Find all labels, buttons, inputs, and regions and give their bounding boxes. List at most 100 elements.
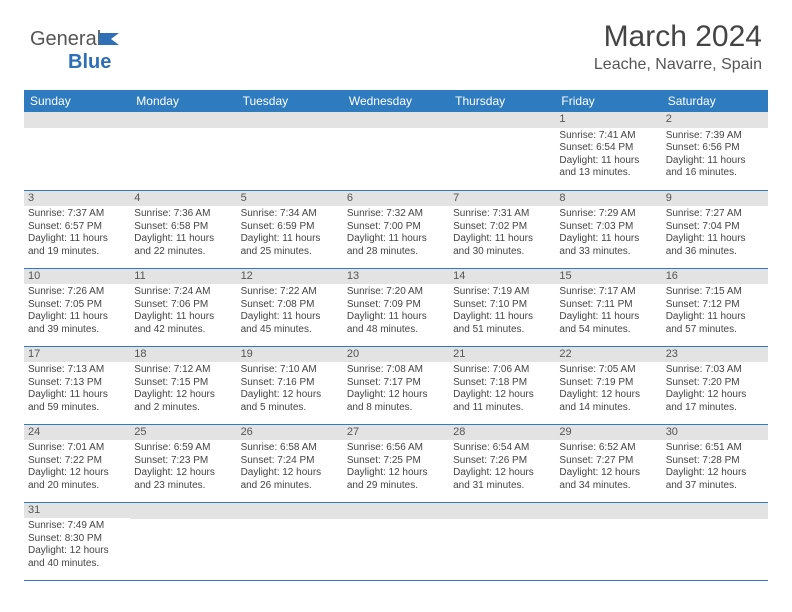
day-sunset: Sunset: 7:23 PM bbox=[134, 455, 232, 468]
day-sunrise: Sunrise: 7:13 AM bbox=[28, 364, 126, 377]
day-sunset: Sunset: 7:13 PM bbox=[28, 377, 126, 390]
calendar-day-cell: 25Sunrise: 6:59 AMSunset: 7:23 PMDayligh… bbox=[130, 424, 236, 502]
day-number: 22 bbox=[555, 347, 661, 363]
weekday-thursday: Thursday bbox=[449, 90, 555, 112]
calendar-day-cell: 29Sunrise: 6:52 AMSunset: 7:27 PMDayligh… bbox=[555, 424, 661, 502]
day-sunset: Sunset: 8:30 PM bbox=[28, 533, 126, 546]
calendar-day-cell bbox=[130, 502, 236, 580]
calendar-day-cell: 2Sunrise: 7:39 AMSunset: 6:56 PMDaylight… bbox=[662, 112, 768, 190]
calendar-week-row: 17Sunrise: 7:13 AMSunset: 7:13 PMDayligh… bbox=[24, 346, 768, 424]
day-sunset: Sunset: 7:08 PM bbox=[241, 299, 339, 312]
day-sunrise: Sunrise: 7:05 AM bbox=[559, 364, 657, 377]
day-number: 10 bbox=[24, 269, 130, 285]
day-number: 30 bbox=[662, 425, 768, 441]
calendar-day-cell bbox=[555, 502, 661, 580]
day-daylight: Daylight: 12 hours and 20 minutes. bbox=[28, 467, 126, 492]
calendar-day-cell bbox=[343, 112, 449, 190]
day-number: 12 bbox=[237, 269, 343, 285]
calendar-day-cell: 16Sunrise: 7:15 AMSunset: 7:12 PMDayligh… bbox=[662, 268, 768, 346]
day-sunrise: Sunrise: 7:06 AM bbox=[453, 364, 551, 377]
day-sunrise: Sunrise: 7:10 AM bbox=[241, 364, 339, 377]
logo-text-general: General bbox=[30, 28, 101, 50]
day-number: 11 bbox=[130, 269, 236, 285]
calendar-day-cell bbox=[237, 112, 343, 190]
day-sunset: Sunset: 7:20 PM bbox=[666, 377, 764, 390]
calendar-day-cell bbox=[449, 502, 555, 580]
day-body: Sunrise: 7:37 AMSunset: 6:57 PMDaylight:… bbox=[24, 206, 130, 261]
calendar-day-cell: 6Sunrise: 7:32 AMSunset: 7:00 PMDaylight… bbox=[343, 190, 449, 268]
day-daylight: Daylight: 11 hours and 45 minutes. bbox=[241, 311, 339, 336]
day-sunrise: Sunrise: 7:03 AM bbox=[666, 364, 764, 377]
calendar-day-cell: 5Sunrise: 7:34 AMSunset: 6:59 PMDaylight… bbox=[237, 190, 343, 268]
calendar-week-row: 24Sunrise: 7:01 AMSunset: 7:22 PMDayligh… bbox=[24, 424, 768, 502]
day-body: Sunrise: 7:13 AMSunset: 7:13 PMDaylight:… bbox=[24, 362, 130, 417]
day-number-empty bbox=[662, 503, 768, 519]
day-sunrise: Sunrise: 7:36 AM bbox=[134, 208, 232, 221]
logo-text-blue: Blue bbox=[68, 51, 111, 73]
day-sunset: Sunset: 6:59 PM bbox=[241, 221, 339, 234]
day-sunset: Sunset: 7:18 PM bbox=[453, 377, 551, 390]
day-number: 29 bbox=[555, 425, 661, 441]
day-sunrise: Sunrise: 7:12 AM bbox=[134, 364, 232, 377]
day-number-empty bbox=[449, 503, 555, 519]
day-body: Sunrise: 6:51 AMSunset: 7:28 PMDaylight:… bbox=[662, 440, 768, 495]
weekday-sunday: Sunday bbox=[24, 90, 130, 112]
calendar-day-cell bbox=[662, 502, 768, 580]
day-body: Sunrise: 7:34 AMSunset: 6:59 PMDaylight:… bbox=[237, 206, 343, 261]
calendar-day-cell: 14Sunrise: 7:19 AMSunset: 7:10 PMDayligh… bbox=[449, 268, 555, 346]
day-sunset: Sunset: 7:15 PM bbox=[134, 377, 232, 390]
day-number-empty bbox=[130, 112, 236, 128]
day-sunrise: Sunrise: 7:19 AM bbox=[453, 286, 551, 299]
day-sunrise: Sunrise: 7:34 AM bbox=[241, 208, 339, 221]
day-daylight: Daylight: 11 hours and 19 minutes. bbox=[28, 233, 126, 258]
day-sunset: Sunset: 7:06 PM bbox=[134, 299, 232, 312]
calendar-day-cell: 8Sunrise: 7:29 AMSunset: 7:03 PMDaylight… bbox=[555, 190, 661, 268]
day-sunset: Sunset: 6:57 PM bbox=[28, 221, 126, 234]
calendar-day-cell bbox=[130, 112, 236, 190]
calendar-day-cell: 11Sunrise: 7:24 AMSunset: 7:06 PMDayligh… bbox=[130, 268, 236, 346]
day-daylight: Daylight: 12 hours and 11 minutes. bbox=[453, 389, 551, 414]
day-sunset: Sunset: 7:28 PM bbox=[666, 455, 764, 468]
day-body: Sunrise: 7:06 AMSunset: 7:18 PMDaylight:… bbox=[449, 362, 555, 417]
day-body: Sunrise: 7:05 AMSunset: 7:19 PMDaylight:… bbox=[555, 362, 661, 417]
day-number: 15 bbox=[555, 269, 661, 285]
day-body: Sunrise: 7:36 AMSunset: 6:58 PMDaylight:… bbox=[130, 206, 236, 261]
day-daylight: Daylight: 12 hours and 5 minutes. bbox=[241, 389, 339, 414]
day-number-empty bbox=[449, 112, 555, 128]
weekday-header-row: Sunday Monday Tuesday Wednesday Thursday… bbox=[24, 90, 768, 112]
day-number: 28 bbox=[449, 425, 555, 441]
day-number: 8 bbox=[555, 191, 661, 207]
weekday-monday: Monday bbox=[130, 90, 236, 112]
day-sunrise: Sunrise: 7:37 AM bbox=[28, 208, 126, 221]
day-body: Sunrise: 7:19 AMSunset: 7:10 PMDaylight:… bbox=[449, 284, 555, 339]
calendar-day-cell bbox=[343, 502, 449, 580]
day-sunset: Sunset: 6:54 PM bbox=[559, 142, 657, 155]
weekday-friday: Friday bbox=[555, 90, 661, 112]
day-sunset: Sunset: 7:12 PM bbox=[666, 299, 764, 312]
day-body: Sunrise: 7:15 AMSunset: 7:12 PMDaylight:… bbox=[662, 284, 768, 339]
calendar-week-row: 10Sunrise: 7:26 AMSunset: 7:05 PMDayligh… bbox=[24, 268, 768, 346]
day-daylight: Daylight: 12 hours and 14 minutes. bbox=[559, 389, 657, 414]
calendar-day-cell: 7Sunrise: 7:31 AMSunset: 7:02 PMDaylight… bbox=[449, 190, 555, 268]
day-daylight: Daylight: 11 hours and 36 minutes. bbox=[666, 233, 764, 258]
day-daylight: Daylight: 11 hours and 30 minutes. bbox=[453, 233, 551, 258]
day-sunrise: Sunrise: 7:39 AM bbox=[666, 130, 764, 143]
calendar-day-cell: 26Sunrise: 6:58 AMSunset: 7:24 PMDayligh… bbox=[237, 424, 343, 502]
day-number-empty bbox=[24, 112, 130, 128]
day-sunset: Sunset: 7:24 PM bbox=[241, 455, 339, 468]
day-sunset: Sunset: 7:09 PM bbox=[347, 299, 445, 312]
day-body: Sunrise: 7:39 AMSunset: 6:56 PMDaylight:… bbox=[662, 128, 768, 183]
day-sunset: Sunset: 7:03 PM bbox=[559, 221, 657, 234]
day-daylight: Daylight: 11 hours and 57 minutes. bbox=[666, 311, 764, 336]
day-sunset: Sunset: 7:02 PM bbox=[453, 221, 551, 234]
day-sunrise: Sunrise: 7:08 AM bbox=[347, 364, 445, 377]
day-sunrise: Sunrise: 6:56 AM bbox=[347, 442, 445, 455]
day-sunset: Sunset: 7:19 PM bbox=[559, 377, 657, 390]
day-sunrise: Sunrise: 7:22 AM bbox=[241, 286, 339, 299]
day-sunset: Sunset: 7:04 PM bbox=[666, 221, 764, 234]
day-number: 19 bbox=[237, 347, 343, 363]
day-sunrise: Sunrise: 7:17 AM bbox=[559, 286, 657, 299]
calendar-day-cell: 4Sunrise: 7:36 AMSunset: 6:58 PMDaylight… bbox=[130, 190, 236, 268]
weekday-saturday: Saturday bbox=[662, 90, 768, 112]
day-number: 1 bbox=[555, 112, 661, 128]
